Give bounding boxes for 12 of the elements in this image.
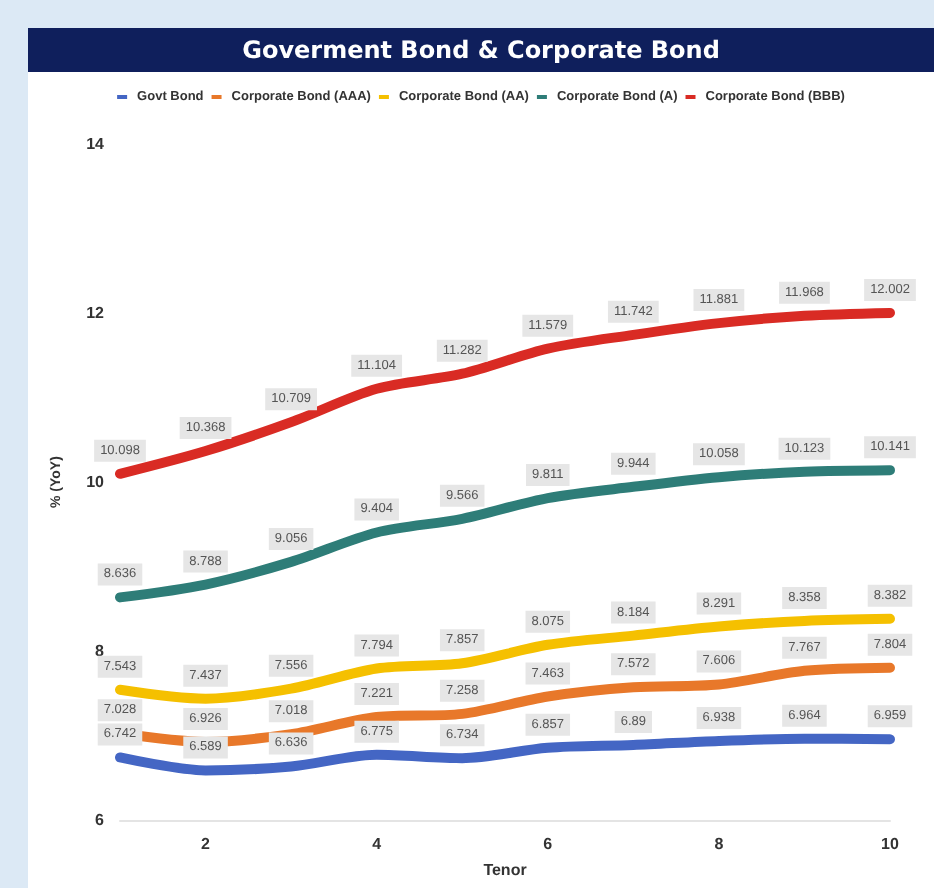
chart-title: Goverment Bond & Corporate Bond <box>28 28 934 72</box>
x-tick-label: 6 <box>543 835 554 854</box>
y-tick-label: 10 <box>86 473 106 492</box>
x-tick-label: 4 <box>372 835 383 854</box>
x-tick-label: 10 <box>881 835 900 854</box>
y-tick-label: 6 <box>95 811 106 830</box>
x-tick-label: 8 <box>714 835 725 854</box>
x-tick-label: 2 <box>201 835 212 854</box>
y-tick-label: 12 <box>86 304 106 323</box>
x-axis-title: Tenor <box>483 861 527 879</box>
y-tick-label: 8 <box>95 642 106 661</box>
y-tick-label: 14 <box>86 135 106 153</box>
